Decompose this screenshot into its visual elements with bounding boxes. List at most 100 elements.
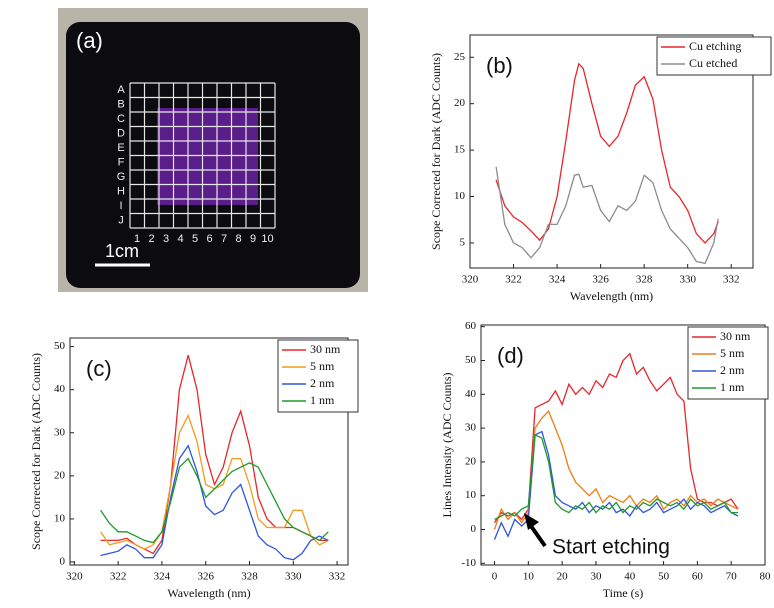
y-tick-label: 15 bbox=[454, 144, 466, 156]
col-label: 8 bbox=[235, 233, 241, 245]
col-label: 4 bbox=[177, 233, 183, 245]
legend-label: Cu etching bbox=[689, 39, 741, 53]
data-line bbox=[100, 444, 329, 561]
col-label: 5 bbox=[192, 233, 198, 245]
panel-label: (a) bbox=[76, 28, 103, 53]
plot-frame bbox=[480, 324, 766, 566]
row-label: C bbox=[117, 113, 125, 125]
y-tick-label: 20 bbox=[465, 455, 477, 467]
data-line bbox=[100, 457, 329, 544]
x-tick-label: 0 bbox=[492, 571, 498, 583]
x-axis-label: Time (s) bbox=[603, 586, 644, 600]
annotation-arrowhead bbox=[524, 513, 539, 530]
y-tick-label: 25 bbox=[454, 51, 466, 63]
y-tick-label: -10 bbox=[461, 557, 476, 569]
col-label: 10 bbox=[261, 233, 273, 245]
x-tick-label: 50 bbox=[658, 571, 670, 583]
x-tick-label: 80 bbox=[760, 571, 772, 583]
legend-label: 30 nm bbox=[720, 329, 751, 343]
x-tick-label: 330 bbox=[679, 274, 696, 286]
x-tick-label: 324 bbox=[549, 274, 566, 286]
col-label: 9 bbox=[250, 233, 256, 245]
y-tick-label: 0 bbox=[60, 556, 66, 568]
legend-label: 5 nm bbox=[310, 359, 335, 373]
row-label: I bbox=[119, 200, 122, 212]
col-label: 2 bbox=[148, 233, 154, 245]
row-label: J bbox=[118, 214, 124, 226]
y-tick-label: 30 bbox=[54, 426, 66, 438]
y-tick-label: 5 bbox=[460, 236, 466, 248]
y-tick-label: 50 bbox=[465, 354, 477, 366]
row-label: F bbox=[118, 156, 125, 168]
y-axis-label: Scope Corrected for Dark (ADC Counts) bbox=[29, 353, 43, 550]
grid bbox=[129, 82, 276, 229]
x-tick-label: 328 bbox=[636, 274, 653, 286]
legend-label: 5 nm bbox=[720, 346, 745, 360]
x-tick-label: 330 bbox=[285, 571, 302, 583]
col-label: 6 bbox=[206, 233, 212, 245]
data-line bbox=[494, 433, 738, 520]
x-tick-label: 322 bbox=[110, 571, 127, 583]
x-tick-label: 320 bbox=[462, 274, 479, 286]
x-tick-label: 70 bbox=[726, 571, 738, 583]
legend-label: 2 nm bbox=[720, 363, 745, 377]
y-tick-label: 10 bbox=[454, 190, 466, 202]
legend-label: 30 nm bbox=[310, 342, 341, 356]
row-label: H bbox=[117, 185, 125, 197]
legend-label: 1 nm bbox=[720, 380, 745, 394]
x-tick-label: 60 bbox=[692, 571, 704, 583]
plot-frame bbox=[69, 337, 349, 566]
y-tick-label: 50 bbox=[54, 340, 66, 352]
legend-label: 2 nm bbox=[310, 376, 335, 390]
row-label: G bbox=[117, 171, 126, 183]
col-label: 7 bbox=[221, 233, 227, 245]
y-tick-label: 10 bbox=[465, 489, 477, 501]
col-label: 1 bbox=[134, 233, 140, 245]
annotation-arrow bbox=[529, 524, 547, 548]
x-tick-label: 326 bbox=[197, 571, 214, 583]
legend-box bbox=[656, 36, 772, 76]
row-label: B bbox=[117, 98, 124, 110]
y-axis-label: Scope Corrected for Dark (ADC Counts) bbox=[429, 53, 443, 250]
data-line bbox=[495, 62, 719, 244]
y-tick-label: 20 bbox=[454, 97, 466, 109]
x-tick-label: 20 bbox=[557, 571, 569, 583]
y-tick-label: 40 bbox=[54, 383, 66, 395]
annotation: Start etching bbox=[552, 536, 670, 559]
y-tick-label: 20 bbox=[54, 469, 66, 481]
x-tick-label: 326 bbox=[592, 274, 609, 286]
x-tick-label: 332 bbox=[329, 571, 346, 583]
x-tick-label: 332 bbox=[723, 274, 740, 286]
data-line bbox=[495, 166, 719, 265]
legend-label: 1 nm bbox=[310, 393, 335, 407]
x-tick-label: 10 bbox=[523, 571, 535, 583]
legend-label: Cu etched bbox=[689, 56, 737, 70]
plot-frame bbox=[469, 34, 754, 269]
photo-panel bbox=[58, 8, 368, 292]
data-line bbox=[493, 352, 739, 524]
x-axis-label: Wavelength (nm) bbox=[167, 586, 250, 600]
y-axis-label: Lines Intensity (ADC Counts) bbox=[440, 373, 454, 518]
row-label: A bbox=[117, 84, 125, 96]
panel-label: (b) bbox=[486, 53, 513, 78]
x-tick-label: 324 bbox=[154, 571, 171, 583]
panel-label: (c) bbox=[86, 356, 112, 381]
row-label: D bbox=[117, 127, 125, 139]
x-tick-label: 320 bbox=[66, 571, 83, 583]
scale-label: 1cm bbox=[105, 241, 139, 261]
x-tick-label: 328 bbox=[241, 571, 258, 583]
x-tick-label: 40 bbox=[624, 571, 636, 583]
col-label: 3 bbox=[163, 233, 169, 245]
row-label: E bbox=[117, 142, 124, 154]
y-tick-label: 0 bbox=[471, 523, 477, 535]
x-tick-label: 322 bbox=[505, 274, 522, 286]
y-tick-label: 40 bbox=[465, 388, 477, 400]
legend-box bbox=[687, 326, 769, 400]
y-tick-label: 60 bbox=[465, 320, 477, 332]
x-axis-label: Wavelength (nm) bbox=[570, 289, 653, 303]
x-tick-label: 30 bbox=[590, 571, 602, 583]
y-tick-label: 30 bbox=[465, 422, 477, 434]
sample bbox=[157, 108, 258, 205]
